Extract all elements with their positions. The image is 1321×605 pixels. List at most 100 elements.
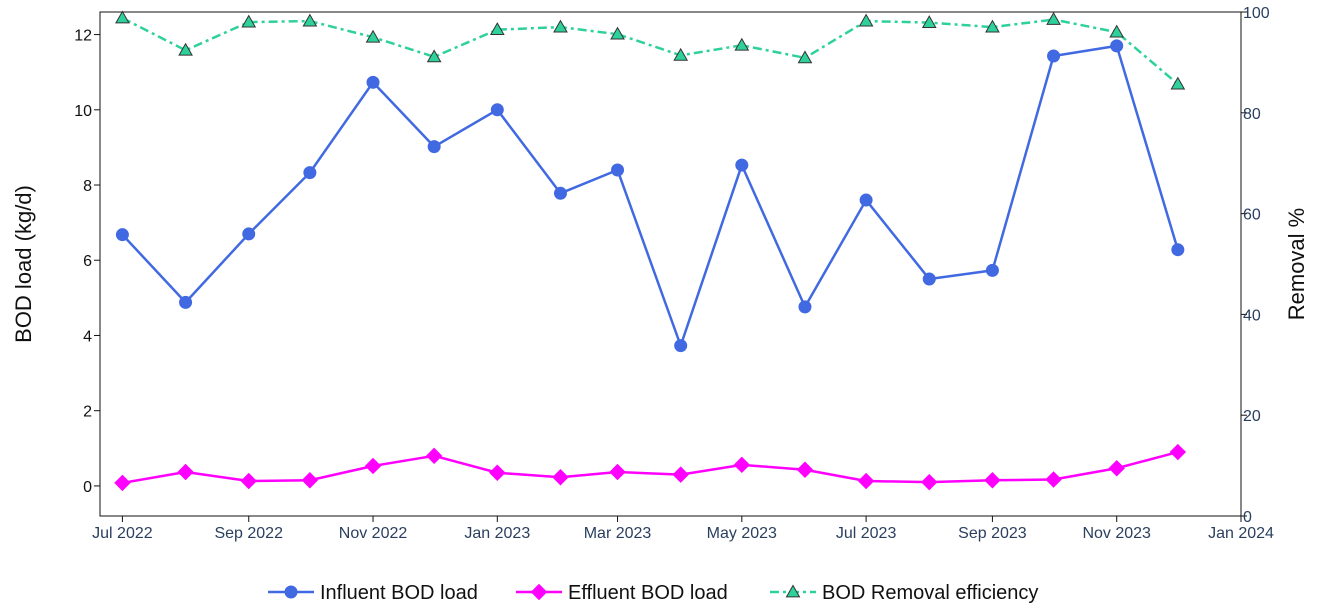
bod-removal-efficiency-point[interactable]	[241, 14, 257, 28]
y-axis-title: BOD load (kg/d)	[11, 185, 36, 343]
effluent-bod-load-point[interactable]	[425, 447, 443, 465]
influent-bod-load-point[interactable]	[1047, 49, 1061, 63]
influent-bod-load-point[interactable]	[1110, 39, 1124, 53]
legend-swatch-marker	[284, 585, 298, 599]
influent-bod-load-point[interactable]	[242, 227, 256, 241]
bod-removal-efficiency-point[interactable]	[1170, 76, 1186, 90]
legend-item-bod-removal-efficiency[interactable]: BOD Removal efficiency	[770, 582, 1038, 604]
influent-bod-load-point[interactable]	[859, 193, 873, 207]
influent-bod-load-point[interactable]	[798, 300, 812, 314]
influent-bod-load-line	[121, 44, 1180, 347]
bod-removal-efficiency-line	[121, 16, 1179, 86]
y2-tick-label: 0	[1243, 509, 1252, 526]
bod-removal-efficiency-point[interactable]	[985, 19, 1000, 33]
effluent-bod-load-point[interactable]	[921, 473, 938, 491]
bod-removal-efficiency-point[interactable]	[553, 19, 568, 33]
legend-label: Effluent BOD load	[568, 582, 728, 604]
effluent-bod-load-point[interactable]	[489, 464, 506, 481]
influent-bod-load-point[interactable]	[674, 339, 688, 353]
bod-removal-efficiency-point[interactable]	[734, 37, 750, 51]
y-tick-label: 8	[83, 178, 92, 195]
influent-bod-load-point[interactable]	[490, 103, 504, 117]
y-tick-label: 6	[83, 253, 92, 270]
effluent-bod-load-point[interactable]	[552, 469, 569, 486]
legend-item-influent-bod-load[interactable]: Influent BOD load	[268, 582, 478, 604]
influent-bod-load-point[interactable]	[1171, 243, 1185, 257]
bod-removal-efficiency-point[interactable]	[1109, 24, 1125, 38]
series-bod-removal-efficiency	[115, 10, 1186, 90]
effluent-bod-load-point[interactable]	[1108, 460, 1125, 477]
influent-bod-load-point[interactable]	[115, 228, 129, 242]
bod-removal-efficiency-point[interactable]	[673, 47, 689, 61]
influent-bod-load-point[interactable]	[303, 166, 317, 180]
effluent-bod-load-point[interactable]	[240, 472, 257, 490]
bod-removal-efficiency-point[interactable]	[921, 15, 937, 28]
effluent-bod-load-point[interactable]	[1045, 471, 1062, 488]
series-layer	[114, 10, 1187, 492]
effluent-bod-load-point[interactable]	[984, 472, 1001, 489]
x-tick-label: Nov 2023	[1082, 525, 1151, 542]
y-tick-label: 10	[74, 103, 92, 120]
effluent-bod-load-point[interactable]	[796, 461, 814, 478]
effluent-bod-load-point[interactable]	[301, 472, 319, 489]
effluent-bod-load-line	[122, 450, 1179, 485]
bod-removal-efficiency-point[interactable]	[302, 13, 318, 27]
influent-bod-load-point[interactable]	[553, 186, 567, 200]
y2-axis-title: Removal %	[1284, 208, 1309, 320]
legend-label: Influent BOD load	[320, 582, 478, 604]
influent-bod-load-point[interactable]	[179, 295, 193, 309]
series-influent-bod-load	[115, 39, 1185, 353]
effluent-bod-load-point[interactable]	[609, 463, 626, 481]
y-tick-label: 0	[83, 479, 92, 496]
effluent-bod-load-point[interactable]	[733, 456, 751, 474]
x-tick-label: May 2023	[707, 525, 777, 542]
effluent-bod-load-point[interactable]	[364, 457, 382, 475]
effluent-bod-load-point[interactable]	[857, 472, 875, 490]
influent-bod-load-point[interactable]	[985, 263, 999, 277]
x-tick-label: Jan 2023	[464, 525, 530, 542]
x-tick-label: Jul 2022	[92, 525, 153, 542]
y-tick-label: 12	[74, 28, 92, 45]
bod-removal-efficiency-point[interactable]	[610, 26, 625, 40]
influent-bod-load-point[interactable]	[735, 158, 749, 172]
y2-tick-label: 80	[1243, 106, 1261, 123]
x-tick-label: Jul 2023	[836, 525, 897, 542]
y2-tick-label: 40	[1243, 307, 1261, 324]
influent-bod-load-point[interactable]	[611, 163, 625, 177]
x-tick-label: Nov 2022	[339, 525, 408, 542]
x-tick-label: Sep 2022	[214, 525, 283, 542]
bod-removal-efficiency-point[interactable]	[797, 50, 813, 64]
bod-removal-efficiency-point[interactable]	[178, 42, 193, 56]
series-effluent-bod-load	[114, 443, 1187, 492]
influent-bod-load-point[interactable]	[427, 140, 441, 154]
legend-label: BOD Removal efficiency	[822, 582, 1038, 604]
legend-swatch-marker	[785, 584, 801, 598]
influent-bod-load-point[interactable]	[366, 75, 380, 89]
effluent-bod-load-point[interactable]	[177, 463, 194, 481]
bod-removal-efficiency-point[interactable]	[365, 29, 381, 43]
effluent-bod-load-point[interactable]	[114, 474, 131, 492]
x-tick-label: Jan 2024	[1208, 525, 1274, 542]
y2-tick-label: 60	[1243, 207, 1261, 224]
influent-bod-load-point[interactable]	[922, 272, 936, 286]
legend[interactable]: Influent BOD load Effluent BOD load BOD Re…	[268, 582, 1038, 604]
legend-swatch-marker	[530, 583, 548, 601]
plot-frame	[99, 11, 1242, 517]
bod-removal-efficiency-point[interactable]	[426, 49, 442, 63]
y-tick-label: 4	[83, 328, 92, 345]
y-tick-label: 2	[83, 404, 92, 421]
bod-removal-efficiency-point[interactable]	[1046, 12, 1061, 25]
bod-removal-efficiency-point[interactable]	[115, 10, 130, 24]
x-tick-label: Mar 2023	[584, 525, 652, 542]
effluent-bod-load-point[interactable]	[1169, 443, 1187, 461]
bod-removal-efficiency-point[interactable]	[489, 22, 505, 36]
legend-item-effluent-bod-load[interactable]: Effluent BOD load	[516, 582, 728, 604]
bod-removal-efficiency-point[interactable]	[858, 13, 874, 27]
x-tick-label: Sep 2023	[958, 525, 1027, 542]
y2-tick-label: 100	[1243, 5, 1270, 22]
effluent-bod-load-point[interactable]	[672, 466, 689, 483]
axes-layer: Jul 2022 Sep 2022 Nov 2022 Jan 2023 Mar 2023…	[11, 5, 1309, 542]
y2-tick-label: 20	[1243, 408, 1261, 425]
